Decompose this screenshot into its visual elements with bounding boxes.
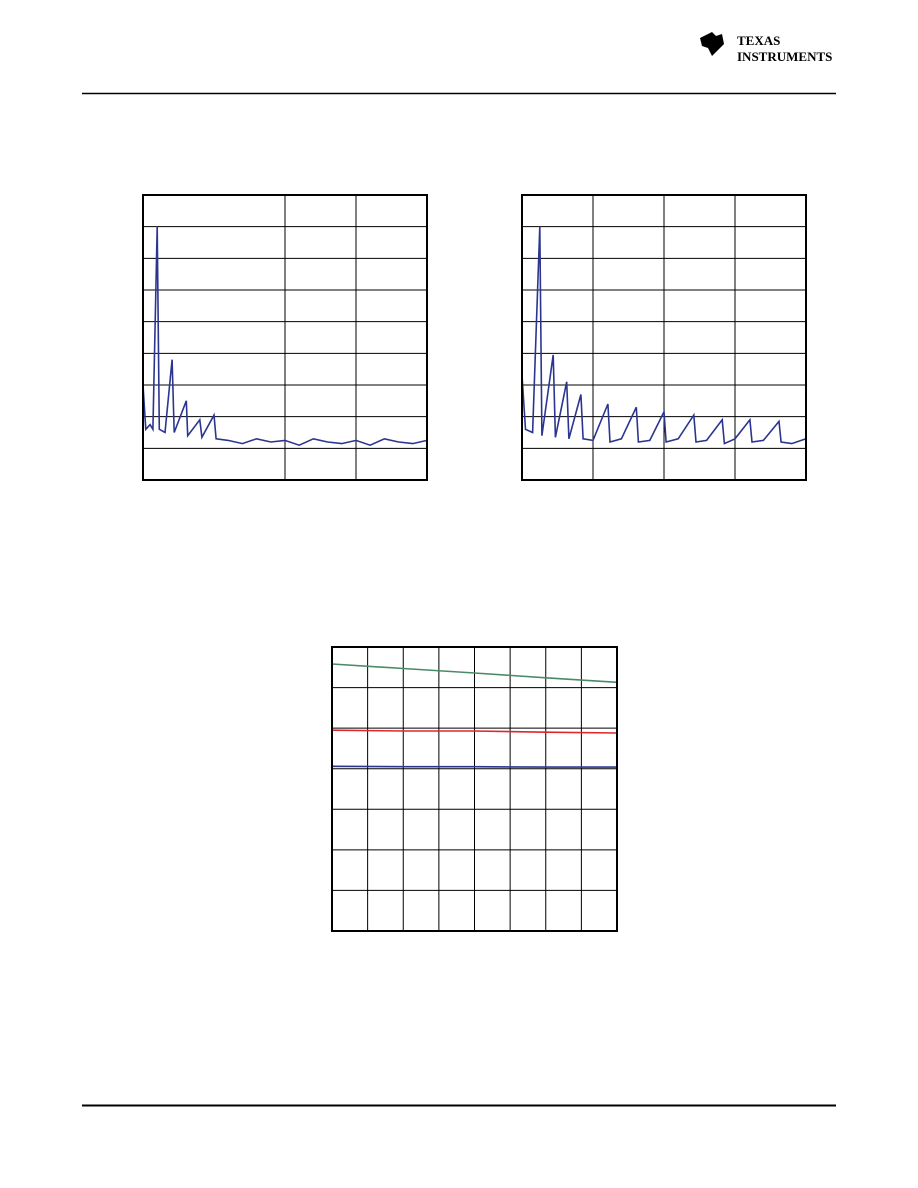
data-line xyxy=(521,226,807,445)
ti-logo: TEXAS INSTRUMENTS xyxy=(700,32,832,64)
data-line xyxy=(331,663,618,684)
chart xyxy=(142,194,428,481)
data-line xyxy=(331,765,617,768)
plot-frame xyxy=(521,194,807,481)
logo-mark xyxy=(700,32,724,56)
data-line xyxy=(142,226,428,447)
plot-frame xyxy=(142,194,428,481)
chart xyxy=(331,646,618,932)
data-line xyxy=(331,729,618,734)
logo-line: INSTRUMENTS xyxy=(737,49,832,64)
logo-line: TEXAS xyxy=(737,33,780,48)
chart xyxy=(521,194,807,481)
plot-frame xyxy=(331,646,618,932)
